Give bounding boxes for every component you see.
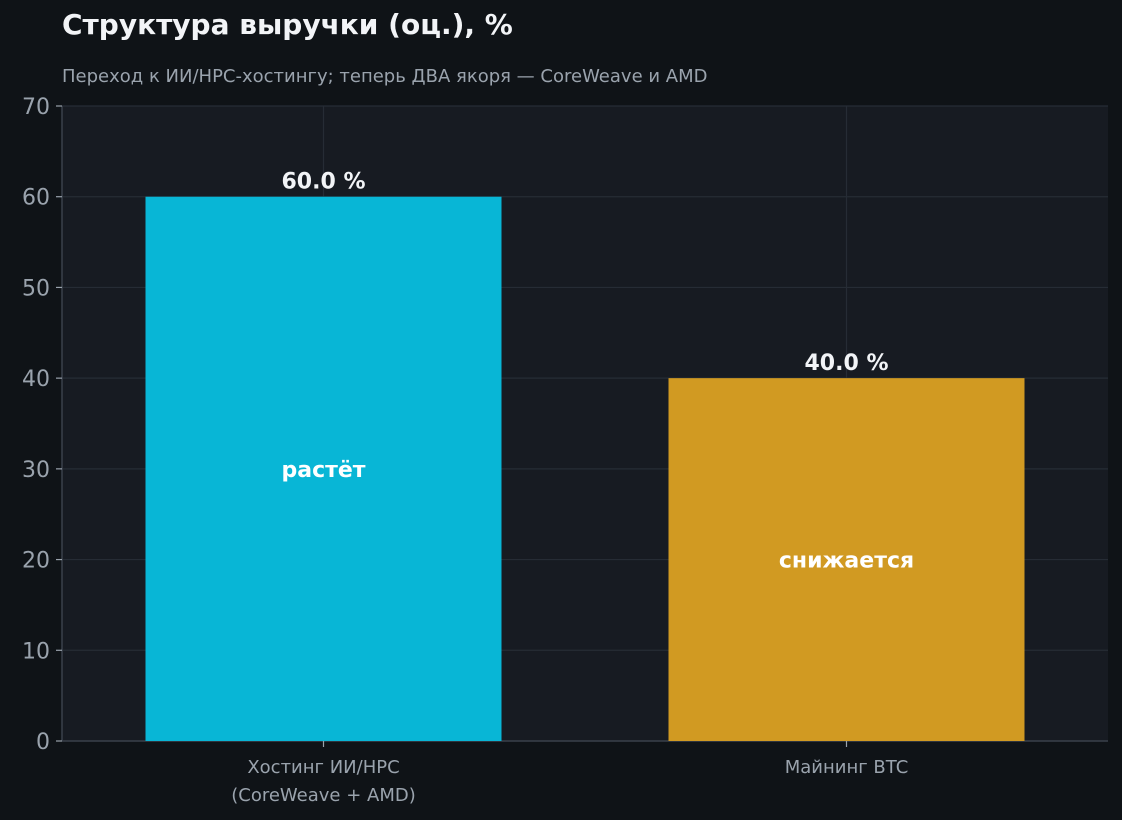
bar-value-label: 60.0 % <box>282 170 366 195</box>
y-tick-label: 20 <box>22 549 50 574</box>
y-tick-label: 60 <box>22 186 50 211</box>
x-category-label-line: Хостинг ИИ/HPC <box>247 757 399 778</box>
y-tick-label: 50 <box>22 276 50 301</box>
x-category-label-line: Майнинг BTC <box>785 757 909 778</box>
x-category-label: Майнинг BTC <box>785 757 909 778</box>
y-tick-label: 40 <box>22 367 50 392</box>
bar-annotation: снижается <box>779 549 914 574</box>
bar <box>668 378 1025 741</box>
x-category-label: Хостинг ИИ/HPC (CoreWeave + AMD) <box>231 757 416 806</box>
x-category-label-line: (CoreWeave + AMD) <box>231 785 416 806</box>
y-tick-label: 30 <box>22 458 50 483</box>
bar <box>145 196 502 741</box>
chart-title: Структура выручки (оц.), % <box>62 8 513 41</box>
bar-annotation: растёт <box>281 458 365 483</box>
y-tick-label: 0 <box>36 730 50 755</box>
chart-subtitle: Переход к ИИ/HPC-хостингу; теперь ДВА як… <box>62 66 708 87</box>
y-tick-label: 10 <box>22 639 50 664</box>
bar-value-label: 40.0 % <box>805 351 889 376</box>
y-tick-label: 70 <box>22 95 50 120</box>
